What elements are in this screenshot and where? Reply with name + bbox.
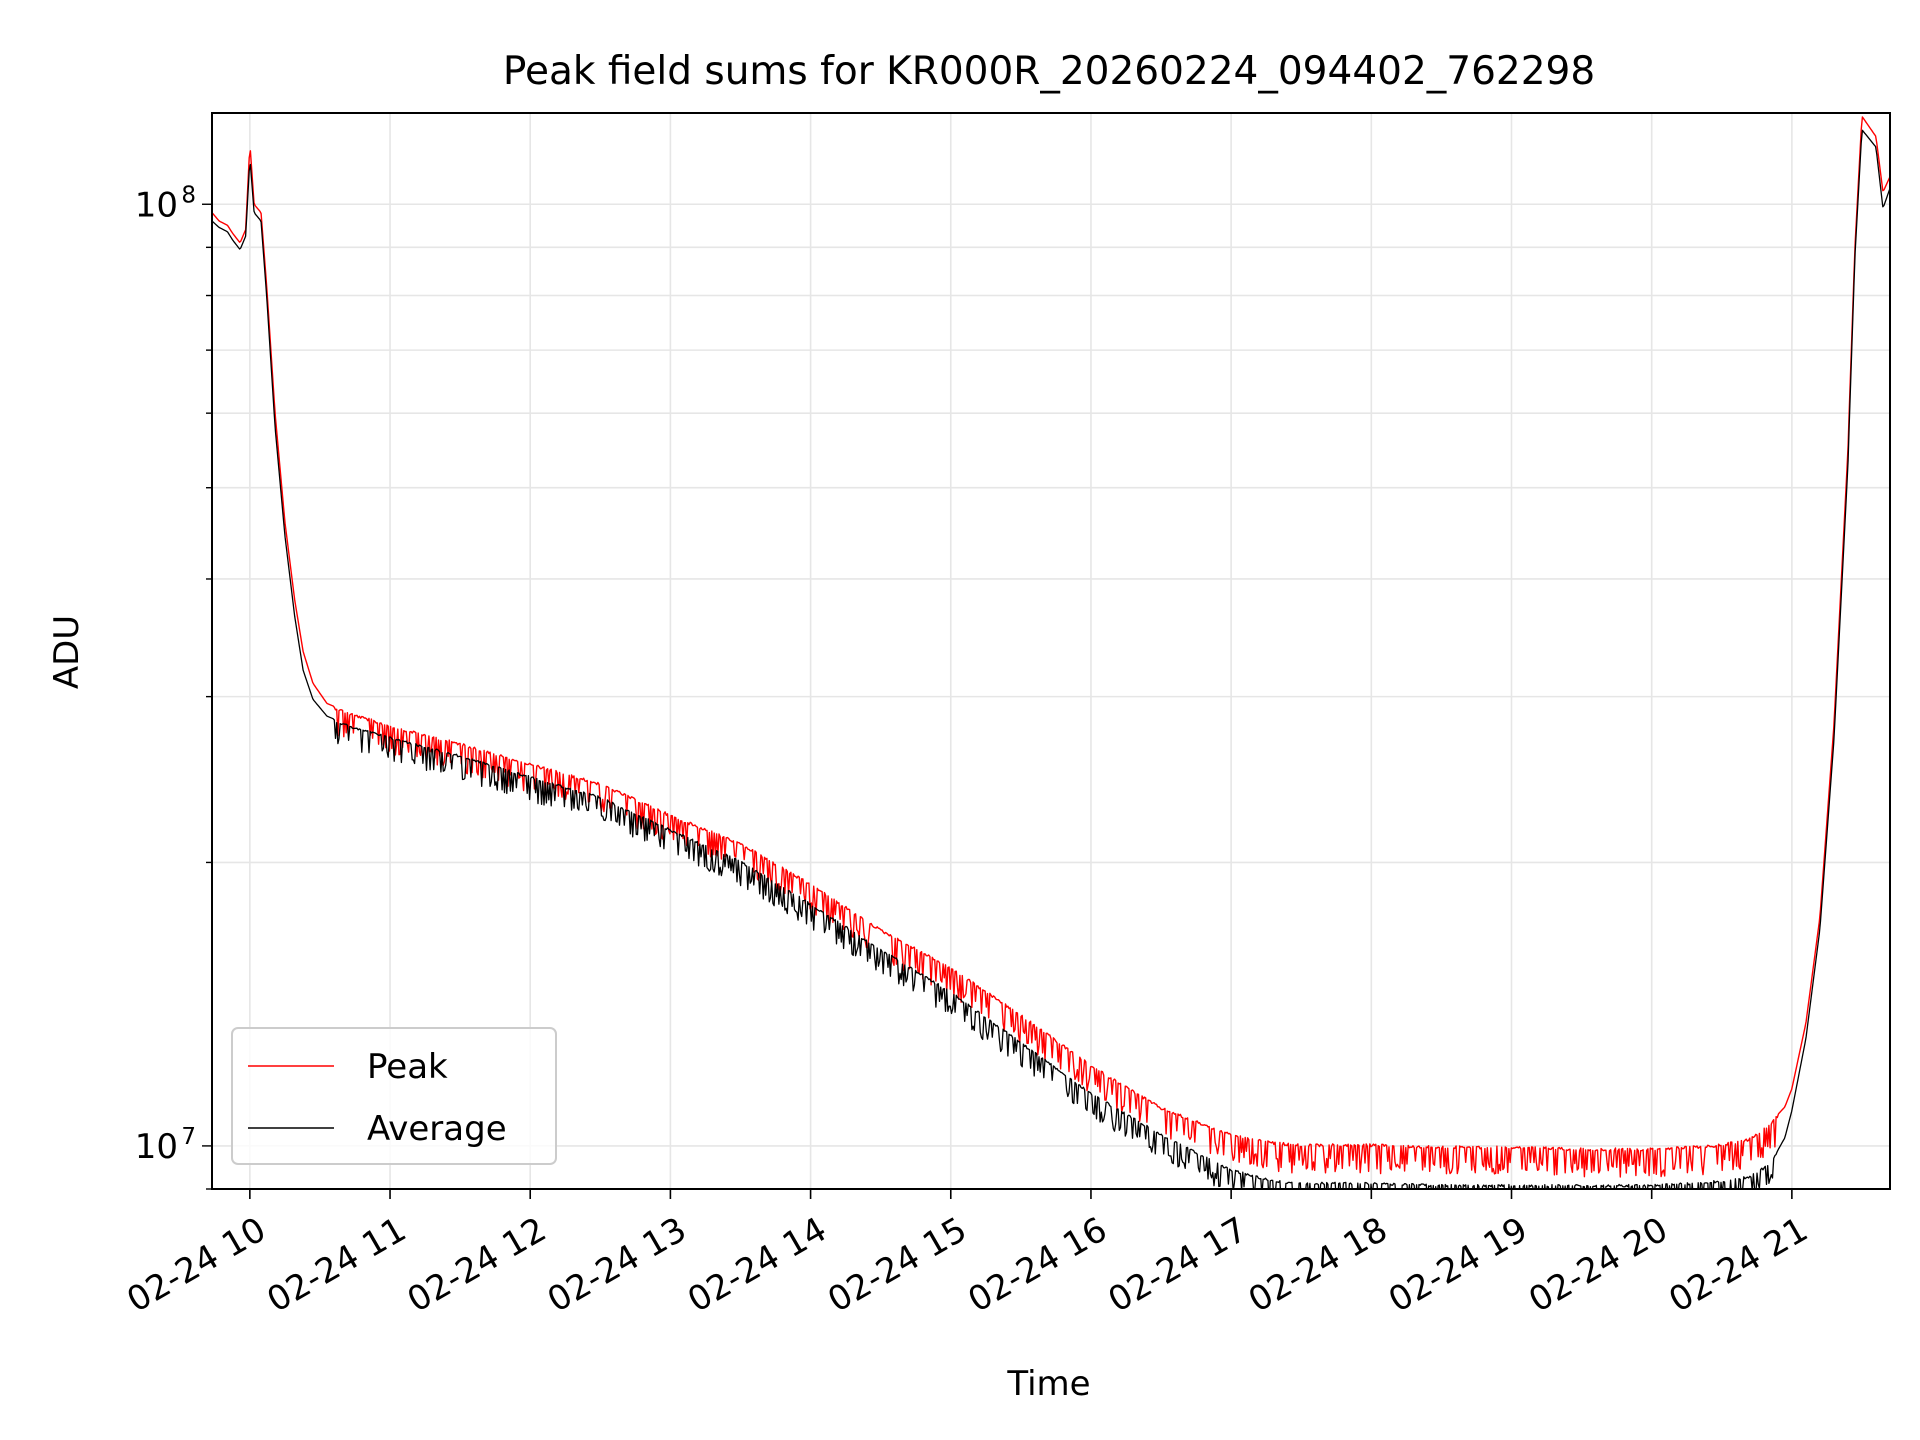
plot-frame <box>211 112 1891 1190</box>
y-tick-exponent: 8 <box>181 182 196 208</box>
x-tick-label: 02-24 14 <box>681 1210 833 1321</box>
x-tick-label: 02-24 16 <box>961 1210 1113 1321</box>
x-tick-label: 02-24 20 <box>1522 1210 1674 1321</box>
y-tick-base: 10 <box>135 1127 178 1167</box>
x-tick-label: 02-24 12 <box>401 1210 553 1321</box>
legend-label-average: Average <box>367 1109 507 1149</box>
series-layer <box>212 116 1890 1189</box>
x-tick-label: 02-24 13 <box>541 1210 693 1321</box>
y-axis-label: ADU <box>47 615 87 689</box>
x-tick-label: 02-24 18 <box>1242 1210 1394 1321</box>
legend: Peak Average <box>231 1027 557 1165</box>
x-tick-label: 02-24 19 <box>1382 1210 1534 1321</box>
legend-label-peak: Peak <box>367 1047 448 1087</box>
legend-box <box>231 1027 557 1165</box>
y-tick-exponent: 7 <box>181 1124 196 1150</box>
x-axis-label: Time <box>1006 1364 1090 1404</box>
x-tick-label: 02-24 11 <box>261 1210 413 1321</box>
x-tick-label: 02-24 15 <box>821 1210 973 1321</box>
chart-title: Peak field sums for KR000R_20260224_0944… <box>503 49 1595 94</box>
x-tick-label: 02-24 17 <box>1102 1210 1254 1321</box>
series-line-peak <box>212 116 1890 1178</box>
y-tick-label: 10 <box>135 1127 178 1167</box>
x-tick-label: 02-24 21 <box>1662 1210 1814 1321</box>
series-line-average <box>212 129 1890 1189</box>
y-tick-base: 10 <box>135 185 178 225</box>
y-tick-label: 10 <box>135 185 178 225</box>
x-tick-label: 02-24 10 <box>120 1210 272 1321</box>
